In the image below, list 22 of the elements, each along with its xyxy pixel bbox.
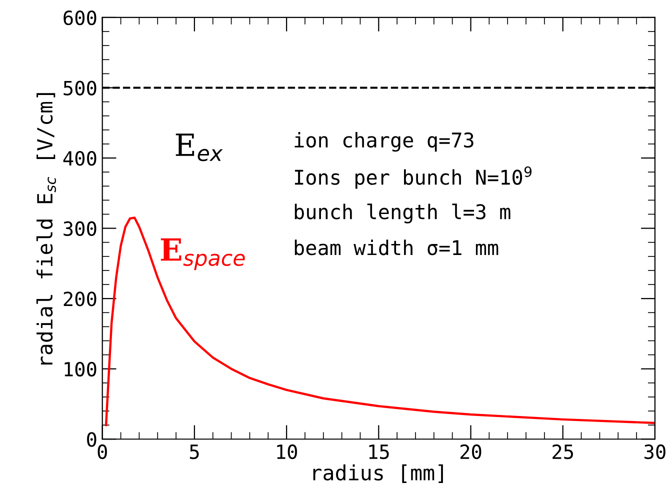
y-tick-label: 400 bbox=[63, 151, 96, 166]
annotation: ion charge q=73 bbox=[294, 132, 474, 152]
x-tick-label: 25 bbox=[552, 444, 574, 460]
x-tick-label: 0 bbox=[98, 444, 107, 460]
y-tick-label: 200 bbox=[64, 292, 96, 306]
x-axis-title: radius [mm] bbox=[313, 464, 443, 483]
annotation: bunch length l=3 m bbox=[294, 204, 510, 224]
y-tick-label: 100 bbox=[64, 362, 96, 377]
x-tick-label: 10 bbox=[277, 444, 297, 460]
annotation: beam width σ=1 mm bbox=[294, 240, 498, 256]
series-label: E$_{space}$ bbox=[160, 238, 245, 270]
y-tick-label: 300 bbox=[64, 221, 96, 236]
y-tick-label: 600 bbox=[64, 10, 96, 26]
x-tick-label: 5 bbox=[190, 444, 199, 460]
x-tick-label: 30 bbox=[644, 444, 666, 460]
x-tick-label: 15 bbox=[369, 444, 389, 460]
y-tick-label: 0 bbox=[87, 432, 96, 447]
ref-line-label: E$_{ex}$ bbox=[176, 134, 223, 162]
annotation: Ions per bunch N=10$^{9}$ bbox=[294, 166, 532, 189]
y-tick-label: 500 bbox=[64, 80, 96, 96]
text: radial field E$_{sc}$ [V/cm] bbox=[36, 93, 56, 365]
x-tick-label: 20 bbox=[460, 444, 482, 460]
